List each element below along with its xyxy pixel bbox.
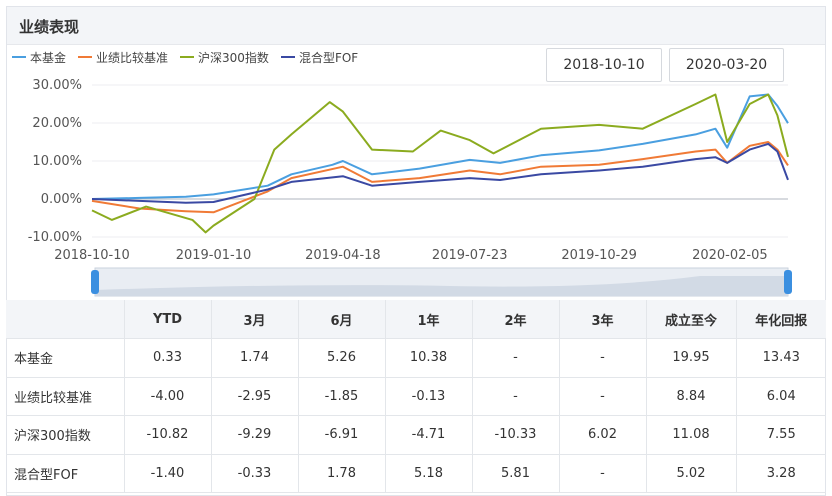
y-tick-label: 30.00% — [32, 78, 82, 93]
legend-item-hs300[interactable]: 沪深300指数 — [180, 49, 269, 66]
y-tick-label: 20.00% — [32, 116, 82, 131]
chart-lines — [91, 93, 789, 234]
panel-title: 业绩表现 — [19, 18, 80, 36]
x-tick-label: 2019-04-18 — [305, 248, 381, 263]
legend-swatch-fund — [12, 56, 26, 58]
table-cell: - — [559, 338, 647, 378]
legend-swatch-fof — [280, 56, 295, 58]
legend-swatch-hs300 — [180, 56, 195, 58]
performance-table: YTD 3月 6月 1年 2年 3年 成立至今 年化回报 本基金 0.33 1.74… — [6, 300, 826, 493]
table-cell: 10.38 — [385, 338, 473, 378]
navigator-left-handle[interactable] — [91, 270, 99, 294]
table-header: 2年 — [472, 300, 560, 339]
table-header-row: YTD 3月 6月 1年 2年 3年 成立至今 年化回报 — [6, 300, 826, 339]
table-cell: -1.40 — [124, 454, 212, 493]
table-cell: 5.18 — [385, 454, 473, 493]
table-cell: 7.55 — [736, 415, 826, 455]
table-cell: 5.02 — [646, 454, 737, 493]
table-cell: - — [472, 377, 560, 416]
table-cell: - — [559, 454, 647, 493]
table-header — [6, 300, 125, 339]
legend-label-benchmark: 业绩比较基准 — [96, 50, 169, 65]
table-row: 本基金 0.33 1.74 5.26 10.38- -19.95 13.43 — [6, 338, 826, 378]
series-line-3 — [91, 142, 789, 204]
table-cell: -9.29 — [211, 415, 299, 455]
navigator-right-handle[interactable] — [784, 270, 792, 294]
table-cell: 5.81 — [472, 454, 560, 493]
x-tick-label: 2019-01-10 — [176, 248, 252, 263]
legend-item-fund[interactable]: 本基金 — [12, 49, 66, 66]
y-tick-label: 10.00% — [32, 154, 82, 169]
end-date-input[interactable]: 2020-03-20 — [669, 48, 784, 82]
y-tick-label: -10.00% — [28, 230, 82, 245]
table-cell: -4.71 — [385, 415, 473, 455]
chart-legend: 本基金 业绩比较基准 沪深300指数 混合型FOF — [12, 48, 370, 66]
series-line-1 — [91, 141, 789, 214]
table-cell: 6.02 — [559, 415, 647, 455]
table-cell: 3.28 — [736, 454, 826, 493]
table-cell: 8.84 — [646, 377, 737, 416]
table-header: 3月 — [211, 300, 299, 339]
legend-item-fof[interactable]: 混合型FOF — [280, 49, 359, 66]
performance-chart: 30.00% 20.00% 10.00% 0.00% -10.00% 2018-10-1… — [28, 78, 792, 297]
table-header: 成立至今 — [646, 300, 737, 339]
table-cell: 5.26 — [298, 338, 386, 378]
x-tick-label: 2019-10-29 — [561, 248, 637, 263]
x-tick-label: 2019-07-23 — [432, 248, 508, 263]
x-tick-label: 2018-10-10 — [54, 248, 130, 263]
chart-grid — [92, 84, 788, 238]
table-cell: -4.00 — [124, 377, 212, 416]
legend-label-fof: 混合型FOF — [298, 50, 359, 65]
table-header: 6月 — [298, 300, 386, 339]
table-cell: 6.04 — [736, 377, 826, 416]
table-header: 1年 — [385, 300, 473, 339]
row-label: 本基金 — [6, 338, 125, 378]
legend-item-benchmark[interactable]: 业绩比较基准 — [78, 49, 168, 66]
table-row: 沪深300指数 -10.82 -9.29 -6.91 -4.71 -10.33 6.02 11… — [6, 415, 826, 455]
table-cell: 1.74 — [211, 338, 299, 378]
series-line-2 — [91, 93, 789, 234]
table-cell: -2.95 — [211, 377, 299, 416]
table-cell: - — [559, 377, 647, 416]
row-label: 业绩比较基准 — [6, 377, 125, 416]
table-cell: 1.78 — [298, 454, 386, 493]
y-tick-label: 0.00% — [41, 192, 82, 207]
table-row: 混合型FOF -1.40 -0.33 1.78 5.18 5.81-5.02 3.28 — [6, 454, 826, 493]
legend-label-hs300: 沪深300指数 — [198, 50, 269, 65]
start-date-input[interactable]: 2018-10-10 — [546, 48, 662, 82]
table-cell: - — [472, 338, 560, 378]
row-label: 混合型FOF — [6, 454, 125, 493]
x-axis: 2018-10-10 2019-01-10 2019-04-18 2019-07-23… — [54, 248, 767, 263]
table-cell: 0.33 — [124, 338, 212, 378]
table-header: 年化回报 — [736, 300, 826, 339]
table-cell: -0.13 — [385, 377, 473, 416]
x-tick-label: 2020-02-05 — [692, 248, 768, 263]
table-cell: -10.33 — [472, 415, 560, 455]
table-header: YTD — [124, 300, 212, 339]
table-cell: -10.82 — [124, 415, 212, 455]
legend-swatch-benchmark — [78, 56, 93, 58]
table-cell: -0.33 — [211, 454, 299, 493]
table-cell: 19.95 — [646, 338, 737, 378]
legend-label-fund: 本基金 — [30, 50, 67, 65]
navigator-area — [95, 276, 788, 296]
table-cell: 11.08 — [646, 415, 737, 455]
table-header: 3年 — [559, 300, 647, 339]
range-navigator[interactable] — [91, 267, 792, 297]
table-cell: -6.91 — [298, 415, 386, 455]
panel-header: 业绩表现 — [7, 7, 825, 45]
table-cell: -1.85 — [298, 377, 386, 416]
y-axis: 30.00% 20.00% 10.00% 0.00% -10.00% — [28, 78, 82, 245]
table-row: 业绩比较基准 -4.00 -2.95 -1.85 -0.13- -8.84 6.04 — [6, 377, 826, 416]
table-cell: 13.43 — [736, 338, 826, 378]
row-label: 沪深300指数 — [6, 415, 125, 455]
